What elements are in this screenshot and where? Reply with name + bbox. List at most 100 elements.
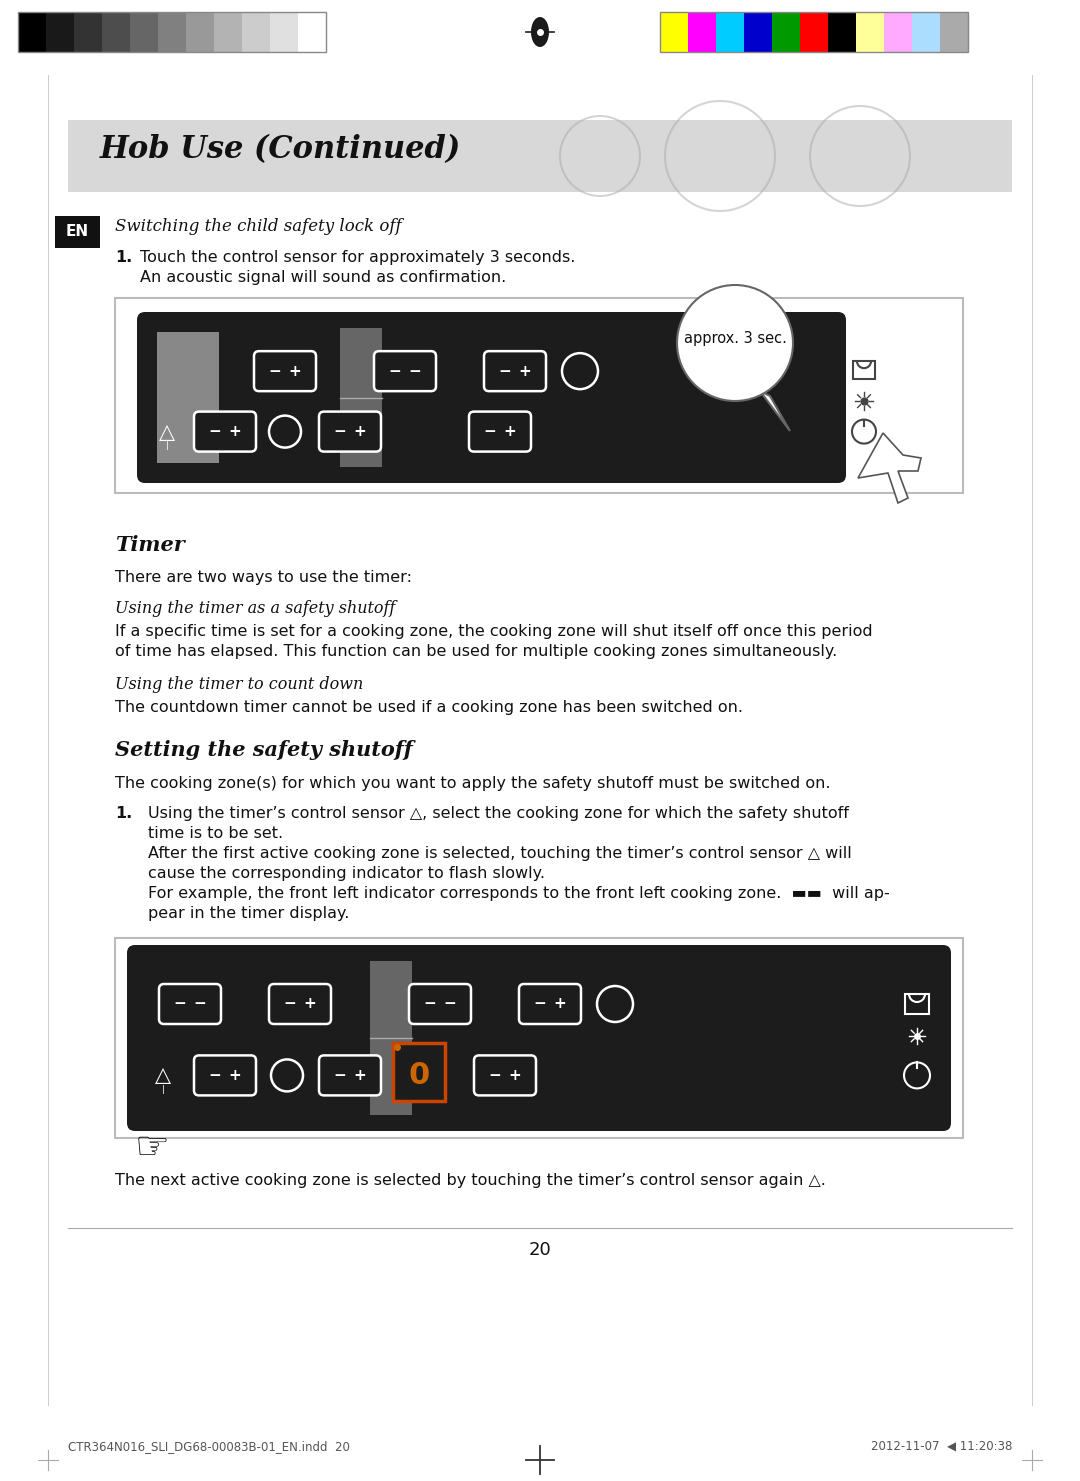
- Text: −: −: [174, 997, 187, 1012]
- Bar: [242, 12, 270, 52]
- Bar: [114, 298, 963, 493]
- Text: pear in the timer display.: pear in the timer display.: [148, 906, 349, 921]
- FancyBboxPatch shape: [474, 1056, 536, 1096]
- Text: For example, the front left indicator corresponds to the front left cooking zone: For example, the front left indicator co…: [148, 886, 890, 900]
- Bar: [158, 12, 186, 52]
- Circle shape: [271, 1059, 303, 1091]
- Text: −: −: [534, 997, 546, 1012]
- Text: −: −: [284, 997, 296, 1012]
- Text: −: −: [334, 424, 347, 438]
- Bar: [912, 12, 940, 52]
- Text: CTR364N016_SLI_DG68-00083B-01_EN.indd  20: CTR364N016_SLI_DG68-00083B-01_EN.indd 20: [68, 1440, 350, 1453]
- Text: The cooking zone(s) for which you want to apply the safety shutoff must be switc: The cooking zone(s) for which you want t…: [114, 776, 831, 791]
- Text: +: +: [503, 424, 516, 438]
- Bar: [800, 12, 828, 52]
- Text: An acoustic signal will sound as confirmation.: An acoustic signal will sound as confirm…: [140, 270, 507, 284]
- Text: The next active cooking zone is selected by touching the timer’s control sensor : The next active cooking zone is selected…: [114, 1173, 826, 1188]
- Text: 0: 0: [408, 1060, 430, 1090]
- Text: Setting the safety shutoff: Setting the safety shutoff: [114, 740, 413, 760]
- Bar: [55, 216, 100, 247]
- Text: △: △: [156, 1065, 171, 1086]
- Polygon shape: [858, 432, 921, 504]
- Bar: [18, 12, 46, 52]
- Text: −: −: [488, 1068, 501, 1083]
- Circle shape: [269, 416, 301, 447]
- Text: approx. 3 sec.: approx. 3 sec.: [684, 332, 786, 347]
- Text: Using the timer’s control sensor △, select the cooking zone for which the safety: Using the timer’s control sensor △, sele…: [148, 806, 849, 820]
- Text: +: +: [353, 424, 366, 438]
- Bar: [270, 12, 298, 52]
- Text: +: +: [509, 1068, 522, 1083]
- Text: |: |: [162, 1086, 164, 1094]
- FancyBboxPatch shape: [374, 351, 436, 391]
- Bar: [660, 12, 688, 52]
- Text: +: +: [554, 997, 566, 1012]
- Bar: [716, 12, 744, 52]
- Bar: [772, 12, 800, 52]
- Text: −: −: [269, 364, 282, 379]
- Text: −: −: [193, 997, 206, 1012]
- FancyBboxPatch shape: [194, 412, 256, 452]
- Bar: [186, 12, 214, 52]
- FancyBboxPatch shape: [159, 983, 221, 1023]
- Text: Timer: Timer: [114, 535, 185, 555]
- Text: −: −: [389, 364, 402, 379]
- Bar: [660, 12, 968, 52]
- Text: There are two ways to use the timer:: There are two ways to use the timer:: [114, 570, 411, 585]
- Bar: [885, 12, 912, 52]
- Bar: [744, 12, 772, 52]
- Bar: [298, 12, 326, 52]
- FancyBboxPatch shape: [519, 983, 581, 1023]
- Bar: [75, 12, 102, 52]
- Bar: [856, 12, 885, 52]
- Text: −: −: [444, 997, 457, 1012]
- Text: △: △: [159, 422, 175, 441]
- Text: +: +: [229, 424, 241, 438]
- Polygon shape: [760, 391, 789, 431]
- Text: of time has elapsed. This function can be used for multiple cooking zones simult: of time has elapsed. This function can b…: [114, 644, 837, 659]
- Bar: [214, 12, 242, 52]
- Text: −: −: [208, 424, 221, 438]
- Circle shape: [677, 284, 793, 401]
- Text: The countdown timer cannot be used if a cooking zone has been switched on.: The countdown timer cannot be used if a …: [114, 701, 743, 715]
- FancyBboxPatch shape: [409, 983, 471, 1023]
- FancyBboxPatch shape: [127, 945, 951, 1131]
- Circle shape: [597, 986, 633, 1022]
- Bar: [828, 12, 856, 52]
- FancyBboxPatch shape: [194, 1056, 256, 1096]
- Circle shape: [562, 352, 598, 390]
- Text: −: −: [499, 364, 511, 379]
- Text: 1.: 1.: [114, 250, 132, 265]
- Bar: [46, 12, 75, 52]
- Text: +: +: [518, 364, 531, 379]
- Text: Using the timer as a safety shutoff: Using the timer as a safety shutoff: [114, 600, 395, 618]
- Text: −: −: [423, 997, 436, 1012]
- Text: ☞: ☞: [135, 1129, 170, 1167]
- Text: If a specific time is set for a cooking zone, the cooking zone will shut itself : If a specific time is set for a cooking …: [114, 624, 873, 638]
- Text: Switching the child safety lock off: Switching the child safety lock off: [114, 218, 402, 235]
- Text: 20: 20: [528, 1241, 552, 1259]
- Text: 1.: 1.: [114, 806, 132, 820]
- FancyBboxPatch shape: [319, 1056, 381, 1096]
- FancyBboxPatch shape: [319, 412, 381, 452]
- Text: Using the timer to count down: Using the timer to count down: [114, 675, 363, 693]
- FancyBboxPatch shape: [137, 312, 846, 483]
- Text: −: −: [334, 1068, 347, 1083]
- Bar: [905, 994, 929, 1014]
- FancyBboxPatch shape: [484, 351, 546, 391]
- FancyBboxPatch shape: [469, 412, 531, 452]
- FancyBboxPatch shape: [254, 351, 316, 391]
- Bar: [102, 12, 130, 52]
- Bar: [18, 12, 326, 52]
- Text: Touch the control sensor for approximately 3 seconds.: Touch the control sensor for approximate…: [140, 250, 576, 265]
- Bar: [114, 937, 963, 1137]
- Text: +: +: [353, 1068, 366, 1083]
- Bar: [340, 327, 382, 467]
- Text: −: −: [408, 364, 421, 379]
- Text: cause the corresponding indicator to flash slowly.: cause the corresponding indicator to fla…: [148, 866, 545, 881]
- Text: Hob Use (Continued): Hob Use (Continued): [100, 133, 461, 164]
- Bar: [688, 12, 716, 52]
- Text: +: +: [303, 997, 316, 1012]
- Text: EN: EN: [66, 225, 89, 240]
- Ellipse shape: [531, 16, 549, 47]
